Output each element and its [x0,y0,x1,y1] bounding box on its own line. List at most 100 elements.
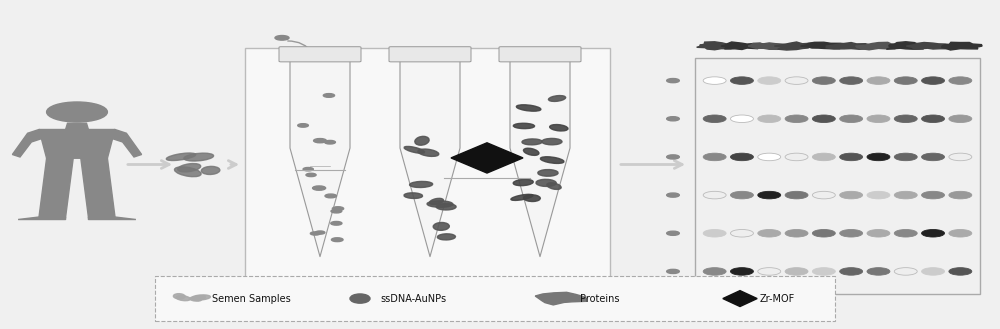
FancyBboxPatch shape [389,47,471,62]
Circle shape [812,153,835,161]
Circle shape [730,268,753,275]
Ellipse shape [427,201,453,207]
Polygon shape [774,42,820,50]
Circle shape [894,115,917,122]
Ellipse shape [536,179,556,187]
Circle shape [949,191,972,199]
Circle shape [812,268,835,275]
Polygon shape [942,42,982,50]
Circle shape [922,115,945,122]
Circle shape [867,77,890,84]
Polygon shape [39,158,73,217]
Circle shape [949,268,972,275]
Circle shape [758,115,781,122]
Circle shape [323,94,335,97]
Circle shape [730,191,753,199]
Circle shape [785,77,808,84]
Circle shape [758,153,781,161]
Polygon shape [107,130,142,157]
Circle shape [840,268,863,275]
Circle shape [894,153,917,161]
Polygon shape [400,59,460,257]
Ellipse shape [430,198,443,205]
Ellipse shape [511,194,533,200]
Circle shape [314,139,326,143]
Circle shape [949,153,972,161]
Circle shape [730,115,753,122]
Circle shape [703,115,726,122]
Circle shape [758,268,781,275]
Circle shape [812,115,835,122]
Circle shape [667,155,679,159]
Circle shape [785,230,808,237]
Circle shape [867,268,890,275]
Ellipse shape [415,136,429,145]
Circle shape [867,153,890,161]
Circle shape [331,238,343,241]
Circle shape [949,115,972,122]
Ellipse shape [513,179,533,186]
Circle shape [785,115,808,122]
FancyBboxPatch shape [155,276,835,321]
Polygon shape [510,59,570,257]
Circle shape [840,115,863,122]
Polygon shape [290,59,350,257]
Circle shape [331,221,342,225]
Ellipse shape [410,181,433,188]
Circle shape [703,230,726,237]
Circle shape [298,124,308,127]
Circle shape [332,207,344,211]
FancyBboxPatch shape [245,48,610,298]
Circle shape [47,102,107,122]
Circle shape [922,191,945,199]
Polygon shape [81,158,115,217]
Polygon shape [886,42,927,49]
Circle shape [303,167,313,171]
Circle shape [703,268,726,275]
Polygon shape [88,217,136,219]
Polygon shape [723,291,757,307]
Polygon shape [906,42,957,49]
Text: Zr-MOF: Zr-MOF [760,293,795,304]
Polygon shape [451,143,523,173]
Ellipse shape [548,95,566,101]
Circle shape [785,268,808,275]
Ellipse shape [350,294,370,303]
Circle shape [949,77,972,84]
Circle shape [922,230,945,237]
Circle shape [894,191,917,199]
Polygon shape [39,130,115,158]
Text: Semen Samples: Semen Samples [212,293,291,304]
Ellipse shape [404,193,423,198]
Circle shape [922,153,945,161]
Ellipse shape [176,296,190,301]
Polygon shape [12,130,47,157]
Text: Proteins: Proteins [580,293,620,304]
Circle shape [758,77,781,84]
Circle shape [315,231,325,234]
Ellipse shape [166,153,196,161]
Circle shape [840,230,863,237]
Circle shape [894,77,917,84]
Polygon shape [748,43,795,49]
Ellipse shape [436,204,456,210]
Circle shape [730,77,753,84]
Polygon shape [856,42,901,50]
Ellipse shape [174,167,201,177]
Ellipse shape [513,123,535,129]
Circle shape [667,269,679,273]
Circle shape [867,115,890,122]
Circle shape [325,194,336,198]
Circle shape [785,153,808,161]
Ellipse shape [404,146,425,153]
Circle shape [667,117,679,121]
Circle shape [949,230,972,237]
Circle shape [325,140,335,144]
Ellipse shape [191,295,210,300]
Circle shape [310,232,320,235]
Ellipse shape [538,169,558,176]
Circle shape [758,191,781,199]
Circle shape [667,79,679,83]
Ellipse shape [201,166,220,174]
Text: ssDNA-AuNPs: ssDNA-AuNPs [380,293,446,304]
